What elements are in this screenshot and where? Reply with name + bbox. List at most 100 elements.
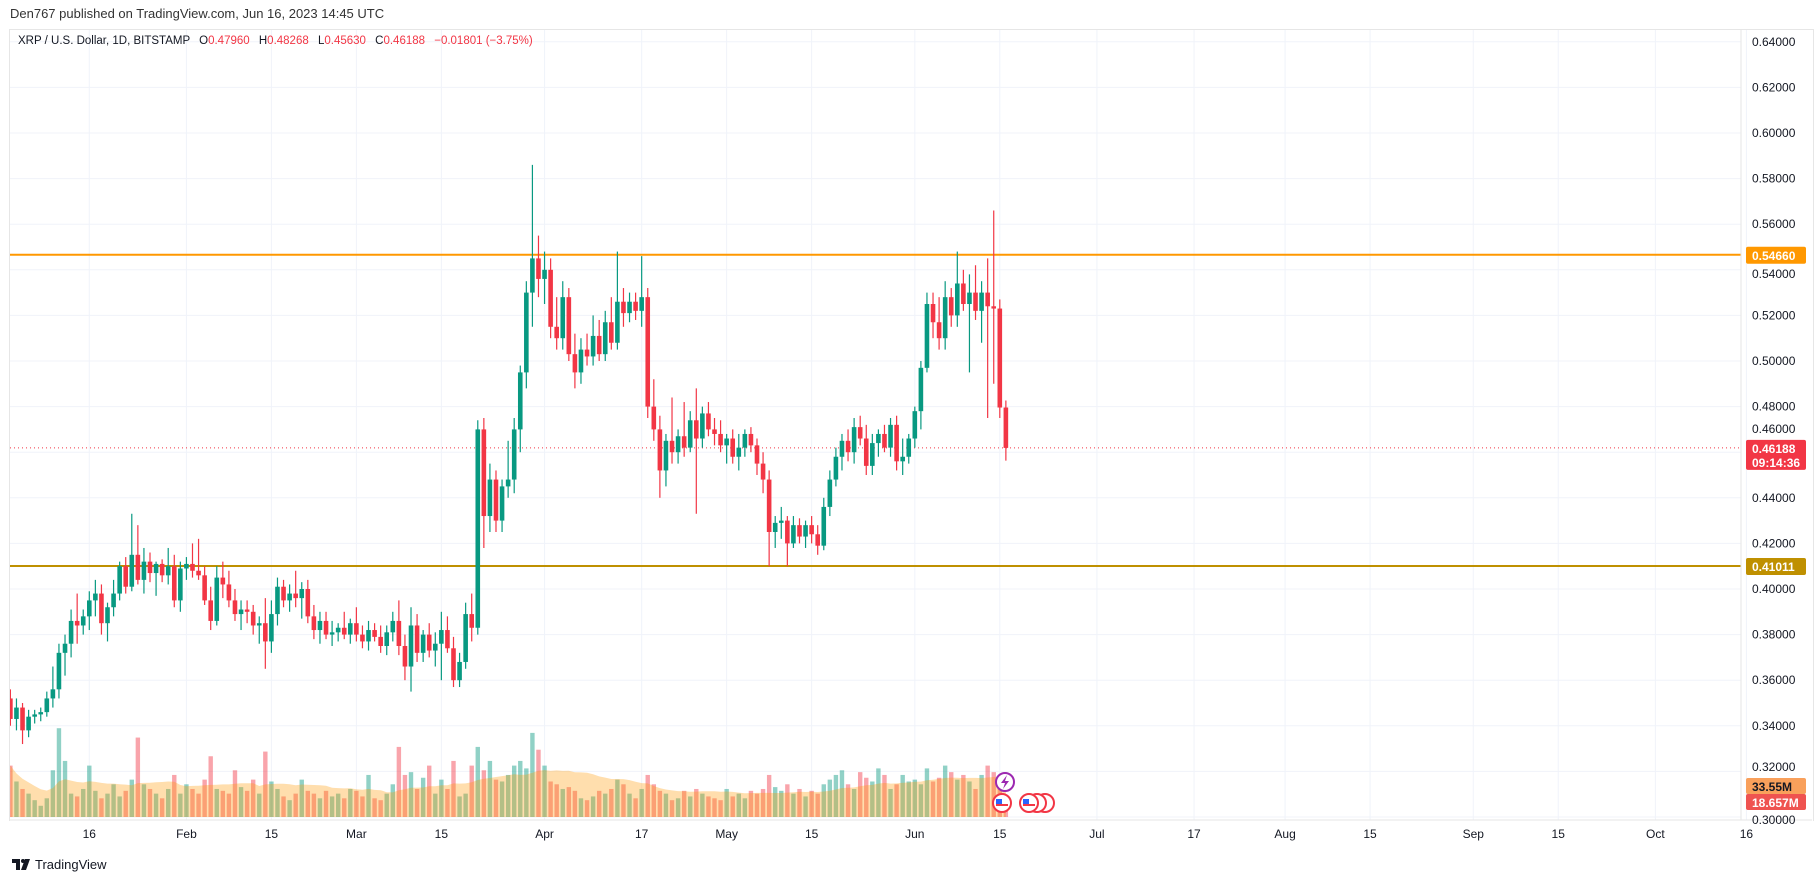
candle[interactable] (499, 479, 505, 532)
candle[interactable] (299, 582, 305, 619)
candle[interactable] (384, 625, 390, 656)
candle[interactable] (888, 418, 893, 457)
candle[interactable] (845, 429, 851, 462)
candle[interactable] (675, 429, 681, 464)
candle[interactable] (469, 593, 475, 642)
candle[interactable] (930, 292, 936, 339)
candle[interactable] (985, 258, 990, 418)
candle[interactable] (20, 703, 25, 745)
candle[interactable] (293, 570, 298, 608)
candle[interactable] (171, 554, 177, 608)
candle[interactable] (609, 297, 614, 350)
candle[interactable] (372, 623, 377, 642)
footer-logo[interactable]: TradingView (12, 857, 107, 872)
candle[interactable] (341, 611, 347, 640)
candle[interactable] (305, 579, 311, 624)
candle[interactable] (432, 632, 438, 667)
candle[interactable] (572, 333, 578, 389)
candle[interactable] (360, 625, 365, 649)
candle[interactable] (730, 429, 736, 464)
candle[interactable] (712, 418, 717, 446)
candle[interactable] (178, 561, 183, 612)
candle[interactable] (196, 538, 201, 580)
candle[interactable] (967, 274, 972, 373)
candle[interactable] (681, 402, 687, 457)
candle[interactable] (821, 497, 827, 551)
candle[interactable] (99, 584, 104, 635)
candle[interactable] (463, 602, 468, 669)
candle[interactable] (105, 602, 110, 642)
candle[interactable] (863, 424, 869, 475)
candle[interactable] (74, 593, 80, 644)
candle[interactable] (827, 470, 833, 517)
candle[interactable] (335, 623, 341, 642)
candle[interactable] (226, 570, 232, 608)
candle[interactable] (14, 698, 19, 731)
candle[interactable] (44, 691, 50, 717)
candle[interactable] (275, 577, 280, 626)
candle[interactable] (256, 616, 262, 644)
candle[interactable] (32, 709, 37, 724)
candle[interactable] (627, 292, 632, 323)
candle[interactable] (396, 600, 402, 656)
candle[interactable] (26, 709, 31, 738)
candle[interactable] (141, 547, 147, 594)
candle[interactable] (566, 288, 572, 361)
candle[interactable] (317, 611, 323, 644)
candle[interactable] (961, 269, 966, 311)
candle[interactable] (876, 429, 881, 457)
candle[interactable] (8, 689, 13, 726)
candle[interactable] (894, 415, 899, 471)
candle[interactable] (542, 251, 547, 304)
candle[interactable] (621, 288, 626, 327)
candle[interactable] (924, 292, 930, 373)
candle[interactable] (766, 470, 772, 567)
candle[interactable] (38, 707, 44, 722)
candle[interactable] (742, 429, 748, 457)
candle[interactable] (93, 579, 98, 617)
candle[interactable] (366, 620, 371, 651)
candle[interactable] (724, 433, 729, 464)
candle[interactable] (663, 433, 669, 487)
candle[interactable] (785, 516, 790, 567)
candle[interactable] (687, 411, 693, 453)
candle[interactable] (882, 424, 887, 453)
candle[interactable] (651, 379, 657, 441)
symbol-title[interactable]: XRP / U.S. Dollar, 1D, BITSTAMP (18, 35, 190, 47)
candle[interactable] (536, 235, 541, 298)
candle[interactable] (135, 525, 141, 585)
candle[interactable] (870, 433, 875, 475)
candle[interactable] (263, 598, 268, 669)
candle[interactable] (669, 397, 675, 464)
candle[interactable] (973, 265, 978, 320)
candle[interactable] (694, 388, 699, 514)
candle[interactable] (238, 600, 244, 631)
price-axis[interactable]: 0.64000 0.62000 0.60000 0.58000 0.56000 0.540… (1752, 35, 1796, 827)
candle[interactable] (402, 634, 408, 681)
candle[interactable] (748, 427, 754, 453)
candle[interactable] (287, 584, 292, 612)
candle[interactable] (62, 634, 68, 676)
candle[interactable] (997, 299, 1003, 418)
candle[interactable] (736, 433, 742, 471)
candle[interactable] (159, 559, 165, 583)
candle[interactable] (68, 609, 74, 658)
candle[interactable] (117, 561, 122, 601)
candle[interactable] (615, 251, 620, 350)
candle[interactable] (706, 402, 711, 437)
candle[interactable] (408, 607, 414, 692)
candle[interactable] (955, 251, 960, 327)
candle[interactable] (439, 611, 444, 681)
candle[interactable] (851, 418, 857, 464)
candle[interactable] (445, 616, 450, 653)
candle[interactable] (202, 566, 207, 605)
candle[interactable] (912, 406, 918, 448)
candle[interactable] (323, 611, 329, 640)
candle[interactable] (220, 561, 226, 599)
candle[interactable] (1003, 400, 1009, 461)
candle[interactable] (772, 516, 778, 548)
candle[interactable] (760, 452, 766, 494)
candle[interactable] (936, 297, 942, 350)
candle[interactable] (190, 543, 195, 578)
